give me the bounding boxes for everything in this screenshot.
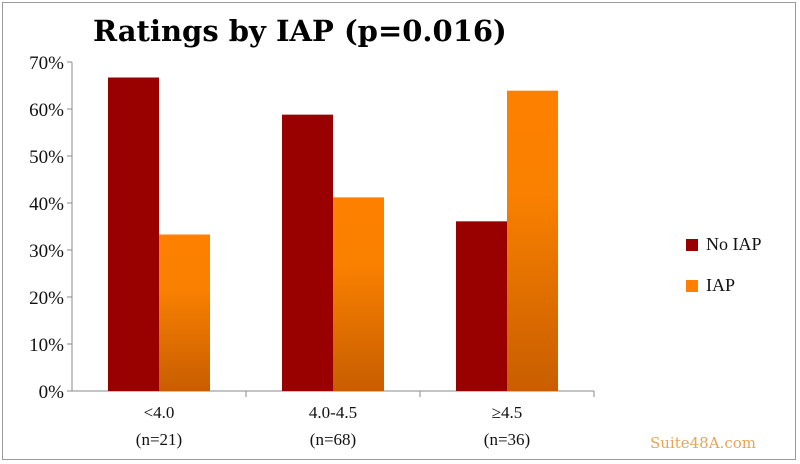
x-tick-sublabel: (n=36) <box>484 430 530 449</box>
bar-no-iap <box>456 221 507 391</box>
legend-label-iap: IAP <box>706 275 736 295</box>
y-tick-label: 50% <box>29 147 64 168</box>
x-tick-label: <4.0 <box>144 403 175 422</box>
x-tick-sublabel: (n=68) <box>310 430 356 449</box>
y-tick-label: 30% <box>29 241 64 262</box>
legend-swatch-no-iap <box>686 238 698 251</box>
bar-no-iap <box>282 114 333 391</box>
legend-label-no-iap: No IAP <box>706 234 762 254</box>
chart-frame <box>2 2 796 460</box>
y-tick-label: 0% <box>39 382 65 403</box>
y-tick-label: 70% <box>29 53 64 74</box>
y-tick-label: 10% <box>29 335 64 356</box>
x-tick-label: 4.0-4.5 <box>309 403 357 422</box>
chart-title: Ratings by IAP (p=0.016) <box>93 14 507 48</box>
bar-iap <box>333 197 384 391</box>
legend-item-iap: IAP <box>686 275 735 296</box>
y-tick-label: 60% <box>29 100 64 121</box>
legend-swatch-iap <box>686 279 698 292</box>
x-tick-sublabel: (n=21) <box>136 430 182 449</box>
bar-no-iap <box>108 77 159 391</box>
bar-iap <box>159 234 210 391</box>
bar-iap <box>507 90 558 392</box>
x-tick-label: ≥4.5 <box>492 403 523 422</box>
legend-item-no-iap: No IAP <box>686 234 762 255</box>
y-tick-label: 40% <box>29 194 64 215</box>
y-tick-label: 20% <box>29 288 64 309</box>
watermark: Suite48A.com <box>650 434 756 452</box>
